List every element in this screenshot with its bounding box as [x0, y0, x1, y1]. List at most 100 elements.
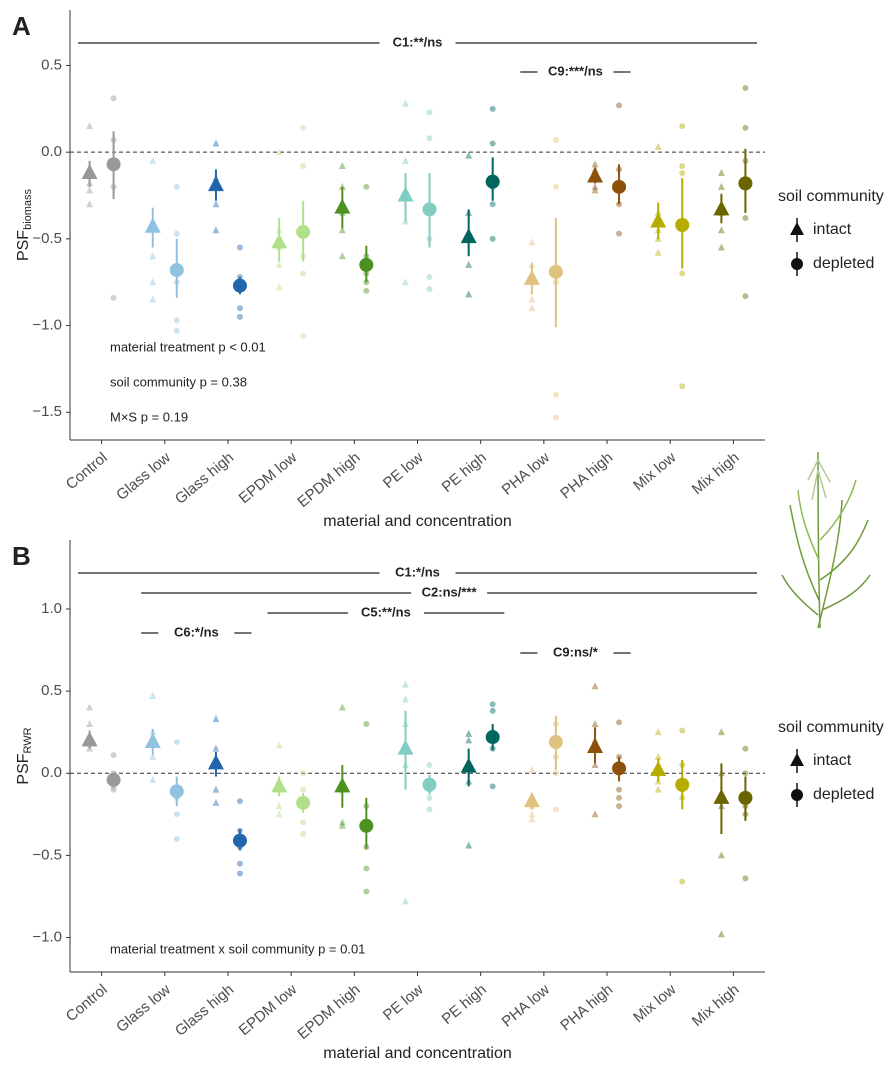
raw-point: [86, 719, 94, 727]
mean-point: [397, 186, 414, 202]
raw-point: [489, 140, 496, 147]
raw-point: [275, 283, 283, 291]
raw-point: [465, 290, 473, 298]
bracket-label-bg: [537, 645, 614, 661]
raw-point: [402, 156, 409, 164]
x-tick-label: EPDM high: [294, 449, 363, 511]
mean-point: [422, 202, 437, 217]
raw-point: [552, 806, 559, 813]
raw-point: [212, 715, 220, 723]
raw-point: [173, 739, 180, 746]
x-tick-label: Mix low: [630, 449, 679, 494]
raw-point: [86, 703, 94, 711]
raw-point: [742, 85, 749, 92]
raw-point: [679, 123, 686, 130]
mean-point: [81, 731, 98, 747]
x-tick-label: EPDM high: [294, 981, 363, 1043]
raw-point: [591, 810, 599, 818]
raw-point: [654, 785, 662, 793]
raw-point: [149, 156, 157, 164]
mean-point: [81, 163, 98, 179]
raw-point: [212, 200, 220, 208]
x-tick-label: Control: [63, 981, 111, 1025]
bracket-label-bg: [537, 64, 614, 80]
raw-point: [173, 183, 180, 190]
raw-point: [86, 186, 94, 194]
bracket-label-bg: [379, 35, 456, 51]
mean-point: [460, 757, 477, 773]
raw-point: [654, 728, 662, 736]
raw-point: [426, 274, 433, 281]
raw-point: [717, 930, 725, 938]
raw-point: [275, 810, 283, 818]
y-axis-label-sub: RWR: [22, 727, 34, 753]
raw-point: [654, 248, 662, 256]
raw-point: [717, 728, 725, 736]
y-tick-label: −0.5: [32, 846, 62, 863]
raw-point: [338, 162, 346, 170]
raw-point: [679, 727, 686, 734]
raw-point: [149, 752, 157, 760]
raw-point: [426, 806, 433, 813]
raw-point: [679, 169, 686, 176]
mean-point: [650, 212, 667, 228]
x-tick-label: PHA low: [499, 981, 553, 1031]
legend-key: [791, 789, 803, 801]
x-tick-label: PHA low: [499, 449, 553, 499]
raw-point: [86, 200, 94, 208]
y-tick-label: 0.0: [41, 764, 62, 781]
raw-point: [402, 680, 409, 688]
raw-point: [552, 391, 559, 398]
raw-point: [338, 818, 346, 826]
raw-point: [402, 695, 409, 703]
y-tick-label: 0.5: [41, 682, 62, 699]
raw-point: [110, 752, 117, 759]
raw-point: [742, 745, 749, 752]
raw-point: [616, 719, 623, 726]
raw-point: [528, 238, 536, 246]
raw-point: [173, 811, 180, 818]
mean-point: [713, 788, 730, 804]
raw-point: [591, 682, 599, 690]
plant-illustration: [781, 451, 871, 629]
mean-point: [548, 264, 563, 279]
raw-point: [173, 327, 180, 334]
bracket-label-bg: [158, 625, 235, 641]
raw-point: [552, 183, 559, 190]
raw-point: [489, 783, 496, 790]
y-axis-label-main: PSF: [15, 753, 32, 784]
legend-key: [790, 753, 804, 766]
raw-point: [654, 752, 662, 760]
raw-point: [338, 182, 346, 190]
raw-point: [591, 719, 599, 727]
x-tick-label: Mix high: [689, 981, 743, 1030]
y-tick-label: 1.0: [41, 600, 62, 617]
legend-label: intact: [813, 752, 852, 769]
raw-point: [338, 821, 346, 829]
mean-point: [485, 174, 500, 189]
raw-point: [552, 137, 559, 144]
raw-point: [275, 741, 283, 749]
x-tick-label: Control: [63, 449, 111, 493]
raw-point: [489, 105, 496, 112]
raw-point: [591, 160, 599, 168]
mean-point: [612, 761, 627, 776]
raw-point: [426, 109, 433, 116]
mean-point: [359, 257, 374, 272]
raw-point: [275, 148, 283, 156]
raw-point: [212, 798, 220, 806]
raw-point: [552, 414, 559, 421]
raw-point: [742, 293, 749, 300]
mean-point: [587, 167, 604, 183]
raw-point: [236, 305, 243, 312]
bracket-label-bg: [379, 565, 456, 581]
raw-point: [300, 770, 307, 777]
raw-point: [591, 761, 599, 769]
raw-point: [426, 762, 433, 769]
stat-annotation: soil community p = 0.38: [110, 374, 247, 389]
panel-label: B: [12, 541, 31, 571]
legend-label: intact: [813, 221, 852, 238]
x-tick-label: PHA high: [557, 449, 616, 502]
raw-point: [300, 270, 307, 277]
mean-point: [207, 754, 224, 770]
